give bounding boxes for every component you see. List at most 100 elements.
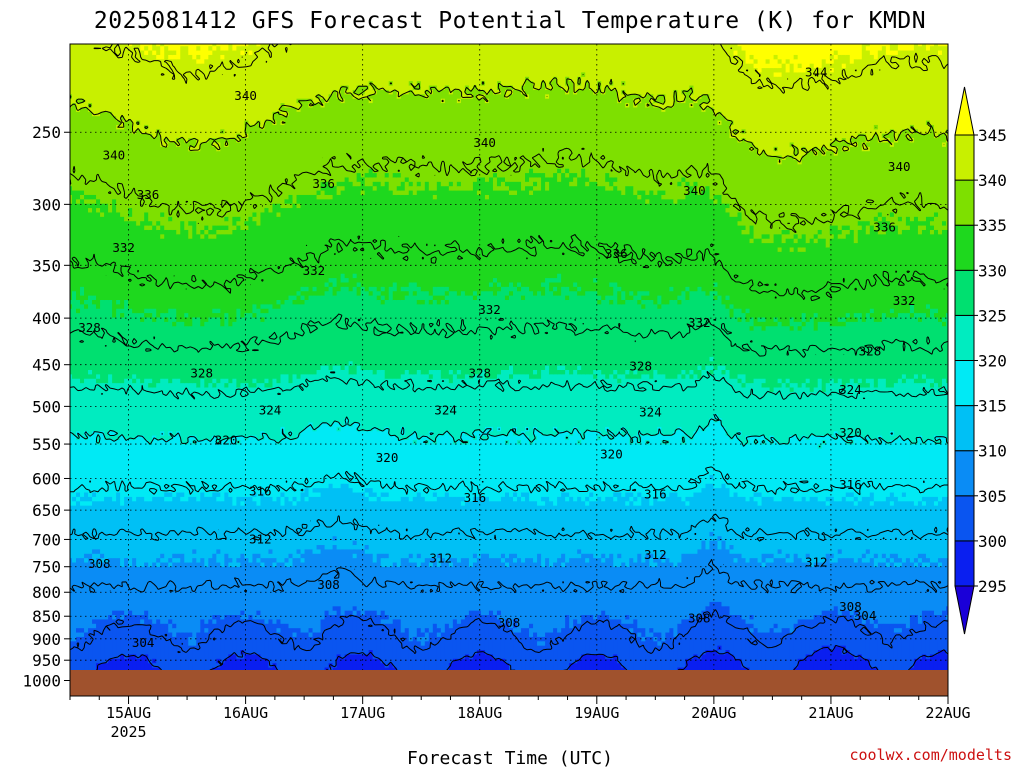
fill-cell	[597, 496, 602, 559]
fill-cell	[280, 124, 286, 209]
fill-cell	[825, 645, 831, 682]
fill-cell	[348, 361, 354, 367]
fill-cell	[865, 562, 871, 621]
fill-cell	[609, 431, 614, 437]
fill-cell	[645, 199, 650, 205]
fill-cell	[521, 94, 526, 192]
fill-cell	[84, 632, 89, 686]
fill-cell	[448, 94, 454, 183]
fill-cell	[749, 330, 755, 384]
fill-cell	[833, 562, 839, 607]
contour-label: 312	[249, 531, 272, 546]
fill-cell	[492, 558, 498, 616]
fill-cell	[713, 601, 719, 651]
fill-cell	[681, 444, 686, 502]
fill-cell	[869, 378, 875, 441]
fill-cell	[793, 238, 799, 244]
fill-cell	[388, 566, 394, 625]
fill-cell	[160, 440, 165, 498]
fill-cell	[537, 431, 542, 507]
fill-cell	[509, 628, 514, 673]
fill-cell	[352, 186, 358, 275]
fill-cell	[825, 435, 831, 498]
fill-cell	[384, 492, 390, 498]
fill-cell	[609, 282, 614, 288]
fill-cell	[709, 365, 715, 371]
fill-cell	[553, 278, 558, 284]
fill-cell	[541, 282, 546, 288]
fill-cell	[637, 190, 642, 196]
fill-cell	[184, 562, 189, 634]
fill-cell	[352, 422, 358, 494]
fill-cell	[653, 632, 658, 638]
fill-cell	[657, 641, 662, 647]
fill-cell	[597, 370, 602, 432]
fill-cell	[228, 440, 233, 498]
contour-label: 336	[312, 176, 335, 191]
fill-cell	[160, 44, 165, 47]
fill-cell	[244, 120, 250, 135]
fill-cell	[80, 383, 85, 437]
fill-cell	[192, 558, 197, 647]
fill-cell	[70, 203, 73, 301]
fill-cell	[689, 186, 695, 292]
fill-cell	[753, 44, 759, 60]
fill-cell	[196, 46, 201, 52]
fill-cell	[440, 186, 446, 288]
ground-surface	[70, 670, 948, 696]
fill-cell	[565, 173, 570, 179]
fill-cell	[933, 317, 939, 384]
fill-cell	[88, 212, 93, 297]
fill-cell	[841, 63, 847, 69]
fill-cell	[517, 286, 522, 292]
fill-cell	[92, 194, 97, 200]
x-tick-label: 17AUG	[340, 704, 385, 722]
fill-cell	[805, 619, 811, 656]
fill-cell	[613, 619, 618, 656]
fill-cell	[885, 387, 891, 445]
fill-cell	[873, 129, 879, 135]
fill-cell	[132, 374, 137, 380]
fill-cell	[609, 190, 614, 284]
fill-cell	[224, 553, 229, 616]
fill-cell	[933, 505, 939, 564]
fill-cell	[717, 549, 723, 603]
fill-cell	[416, 44, 422, 82]
fill-cell	[589, 181, 594, 292]
fill-cell	[857, 378, 863, 384]
fill-cell	[709, 536, 715, 542]
fill-cell	[921, 566, 927, 612]
fill-cell	[320, 488, 326, 546]
fill-cell	[396, 378, 402, 441]
fill-cell	[885, 221, 891, 319]
fill-cell	[521, 295, 526, 301]
fill-cell	[312, 496, 318, 555]
fill-cell	[853, 243, 859, 314]
y-tick-label: 800	[32, 583, 61, 602]
fill-cell	[705, 549, 711, 607]
fill-cell	[132, 44, 137, 135]
fill-cell	[352, 615, 358, 656]
fill-cell	[765, 59, 771, 65]
fill-cell	[92, 203, 97, 297]
fill-cell	[144, 54, 149, 126]
fill-cell	[617, 378, 622, 384]
fill-cell	[545, 98, 550, 179]
contour-label: 324	[639, 405, 662, 420]
fill-cell	[364, 89, 370, 100]
fill-cell	[340, 370, 346, 428]
fill-cell	[384, 378, 390, 428]
fill-cell	[316, 199, 322, 297]
fill-cell	[753, 435, 759, 441]
fill-cell	[573, 426, 578, 502]
fill-cell	[585, 558, 590, 564]
fill-cell	[444, 186, 450, 288]
fill-cell	[677, 103, 682, 183]
fill-cell	[436, 496, 442, 555]
fill-cell	[869, 44, 875, 56]
fill-cell	[224, 225, 229, 231]
fill-cell	[885, 496, 891, 559]
fill-cell	[749, 435, 755, 498]
plot-area	[70, 44, 948, 696]
y-axis: 2503003504004505005506006507007508008509…	[22, 123, 70, 690]
